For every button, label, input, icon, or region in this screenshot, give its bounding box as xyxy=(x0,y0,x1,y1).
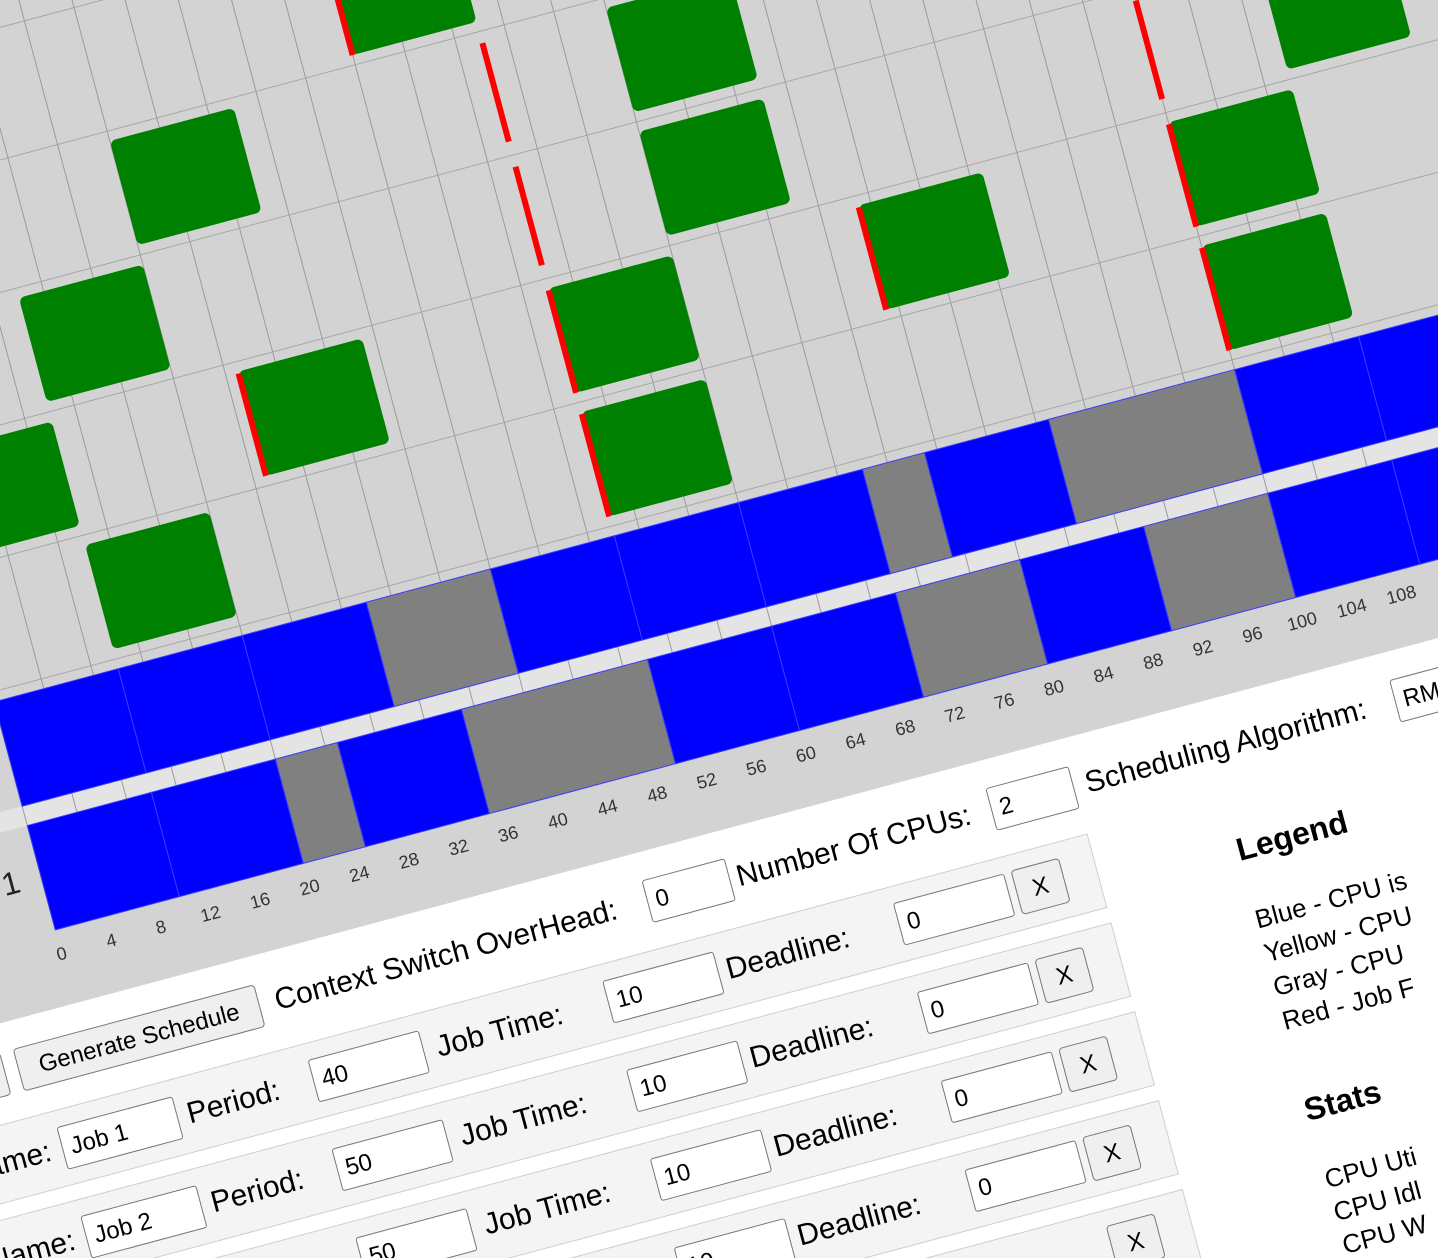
algorithm-select[interactable]: RM xyxy=(1389,649,1438,723)
job-block xyxy=(0,422,79,558)
deadline-label: Deadline: xyxy=(746,1010,878,1075)
job-block xyxy=(607,0,757,111)
x-tick-label: 0 xyxy=(54,943,69,965)
job-block xyxy=(86,513,236,649)
deadline-mark xyxy=(479,42,512,143)
stats-title: Stats xyxy=(1299,1073,1385,1129)
job-block xyxy=(859,173,1009,309)
overhead-mark xyxy=(235,372,269,477)
period-label: Period: xyxy=(183,1073,284,1131)
period-label: Period: xyxy=(207,1162,308,1220)
job-block xyxy=(20,265,170,401)
legend-title: Legend xyxy=(1232,803,1352,868)
row-separator xyxy=(0,4,1438,524)
row-separator xyxy=(0,0,1438,276)
deadline-label: Deadline: xyxy=(793,1187,925,1253)
schedule-chart: 0481216202428323640444852566064687276808… xyxy=(0,0,1438,1081)
job-time-label: Job Time: xyxy=(480,1175,615,1242)
overhead-mark xyxy=(855,206,890,311)
cpu-segment xyxy=(1358,302,1438,442)
deadline-mark xyxy=(512,165,545,267)
context-switch-input[interactable]: 0 xyxy=(641,858,736,923)
overhead-mark xyxy=(1165,123,1200,228)
button[interactable] xyxy=(0,1052,12,1129)
x-tick-label: 4 xyxy=(104,930,119,952)
deadline-mark xyxy=(1132,0,1166,100)
job-block xyxy=(1169,90,1319,226)
job-block xyxy=(239,339,389,475)
job-block xyxy=(549,256,699,392)
row-separator xyxy=(0,251,1438,771)
job-block xyxy=(111,109,261,244)
job-block xyxy=(1202,214,1353,349)
chart-background xyxy=(0,0,1438,1081)
job-block xyxy=(582,380,732,516)
overhead-mark xyxy=(322,0,356,56)
cpu-segment xyxy=(1391,426,1438,565)
deadline-label: Deadline: xyxy=(722,921,854,986)
x-tick-label: 8 xyxy=(153,916,168,938)
cpu-gap xyxy=(0,366,1438,904)
row-separator xyxy=(0,0,1438,400)
job-block xyxy=(326,0,476,54)
job-time-label: Job Time: xyxy=(432,998,567,1064)
job-block xyxy=(1260,0,1410,69)
job-time-label: Job Time: xyxy=(456,1086,591,1153)
cpus-input[interactable]: 2 xyxy=(985,766,1080,831)
job-block xyxy=(640,99,790,235)
overhead-mark xyxy=(578,413,613,518)
row-separator xyxy=(0,128,1438,647)
overhead-mark xyxy=(1199,247,1233,352)
overhead-mark xyxy=(545,289,579,394)
deadline-label: Deadline: xyxy=(769,1099,901,1164)
